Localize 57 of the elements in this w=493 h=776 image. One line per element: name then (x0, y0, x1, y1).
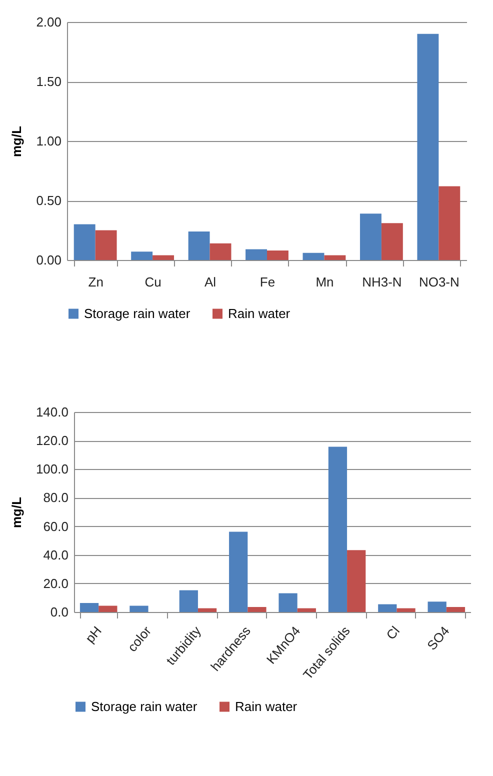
bar (302, 252, 324, 260)
y-tick-label: 120.0 (36, 433, 68, 448)
bar (360, 214, 382, 260)
bar (95, 230, 117, 260)
bar (74, 224, 96, 260)
bar (229, 532, 248, 612)
y-tick-label: 60.0 (43, 518, 68, 534)
bar (188, 231, 210, 260)
y-tick-label: 140.0 (36, 404, 68, 420)
bar (381, 223, 403, 260)
legend-label: Rain water (235, 698, 298, 714)
y-tick-label: 0.00 (36, 252, 62, 268)
bar (267, 250, 288, 260)
x-tick-label: Fe (260, 274, 276, 290)
y-tick-label: 40.0 (43, 547, 68, 562)
bar (378, 604, 397, 612)
bar (198, 608, 217, 612)
bar (98, 606, 118, 612)
x-tick-label: Cl (383, 623, 403, 642)
bar (297, 608, 316, 612)
bar (417, 34, 439, 260)
y-tick-label: 1.00 (36, 134, 62, 148)
bar (428, 602, 446, 612)
y-axis-title: mg/L (8, 496, 24, 528)
y-tick-label: 100.0 (36, 462, 68, 477)
x-tick-label: Mn (316, 274, 334, 290)
legend-label: Storage rain water (91, 698, 198, 714)
bar (130, 606, 148, 612)
y-tick-label: 2.00 (36, 14, 62, 30)
x-tick-label: pH (82, 623, 104, 646)
bar (278, 593, 298, 612)
bar (246, 249, 267, 260)
y-tick-label: 0.0 (50, 604, 68, 620)
x-tick-label: Cu (144, 274, 162, 290)
bar (328, 446, 348, 612)
bar (131, 252, 153, 260)
legend-label: Rain water (228, 306, 291, 321)
y-axis-title: mg/L (9, 126, 24, 158)
x-tick-label: NO3-N (418, 274, 460, 290)
bar (446, 607, 466, 612)
bar (438, 186, 460, 260)
y-tick-label: 1.50 (36, 74, 62, 89)
bar (396, 608, 416, 612)
bar (210, 243, 232, 260)
x-tick-label: Zn (88, 274, 104, 290)
y-tick-label: 20.0 (43, 576, 68, 591)
bar (347, 550, 366, 612)
x-tick-label: NH3-N (362, 274, 402, 290)
legend-label: Storage rain water (84, 306, 191, 321)
y-tick-label: 0.50 (36, 193, 62, 208)
bar (179, 590, 198, 612)
bar (248, 607, 266, 612)
bar (324, 255, 346, 260)
bar (152, 255, 174, 260)
bar (80, 603, 99, 612)
y-tick-label: 80.0 (43, 490, 68, 506)
x-tick-label: Al (204, 274, 216, 290)
